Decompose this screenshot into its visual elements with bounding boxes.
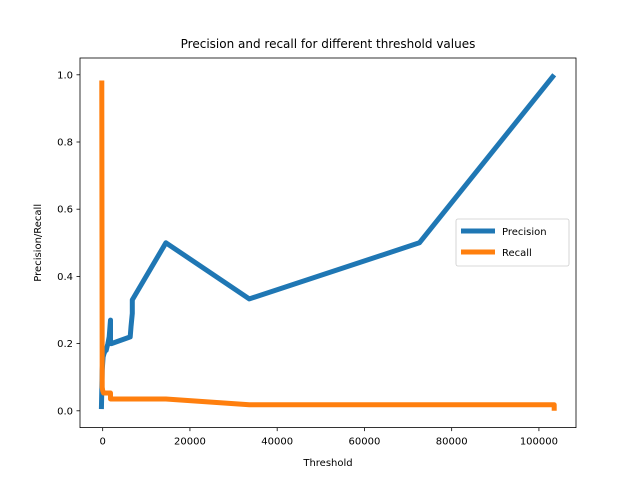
legend-label-recall: Recall <box>502 248 532 259</box>
x-tick-label: 20000 <box>174 437 206 448</box>
x-tick-label: 40000 <box>261 437 293 448</box>
axes-frame <box>79 57 577 429</box>
x-tick-label: 0 <box>99 437 105 448</box>
legend: Precision Recall <box>455 218 570 267</box>
y-axis-ticks: 0.0 0.2 0.4 0.6 0.8 1.0 <box>57 70 80 417</box>
series-layer <box>98 73 557 411</box>
y-tick-label: 0.8 <box>57 138 73 149</box>
y-tick-label: 0.2 <box>57 339 73 350</box>
y-tick-label: 1.0 <box>57 70 73 81</box>
y-axis-label: Precision/Recall <box>33 204 44 282</box>
x-tick-label: 60000 <box>349 437 381 448</box>
y-tick-label: 0.0 <box>57 406 73 417</box>
plot-area <box>79 57 577 429</box>
y-tick-label: 0.6 <box>57 205 73 216</box>
x-tick-label: 80000 <box>436 437 468 448</box>
x-axis-label: Threshold <box>302 458 352 469</box>
x-axis-ticks: 0 20000 40000 60000 80000 100000 <box>99 427 558 448</box>
y-tick-label: 0.4 <box>57 272 73 283</box>
chart-title: Precision and recall for different thres… <box>181 37 476 51</box>
x-tick-label: 100000 <box>520 437 558 448</box>
series-line-recall <box>99 80 557 411</box>
legend-label-precision: Precision <box>502 227 547 238</box>
